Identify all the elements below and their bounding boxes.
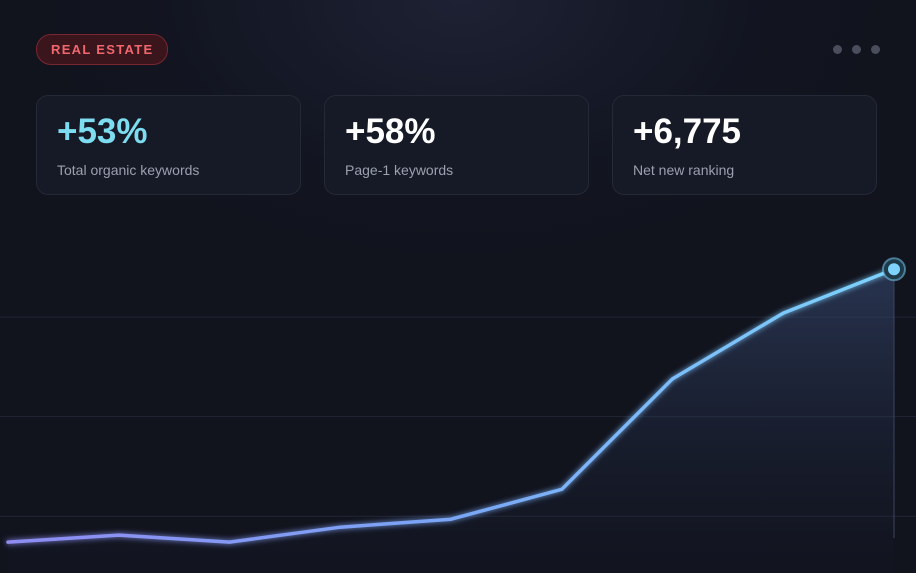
line <box>6 267 896 544</box>
stat-card: +53% Total organic keywords <box>36 95 301 195</box>
stat-label: Page-1 keywords <box>345 162 454 178</box>
stat-label: Total organic keywords <box>57 162 200 178</box>
stat-card: +6,775 Net new ranking <box>612 95 877 195</box>
stat-value: +6,775 <box>633 112 742 151</box>
stat-value: +53% <box>57 112 148 151</box>
end-point <box>888 263 900 276</box>
area <box>8 269 894 573</box>
more-menu[interactable] <box>833 45 880 54</box>
stat-value: +58% <box>345 112 436 151</box>
category-badge: REAL ESTATE <box>36 34 169 65</box>
stat-label: Net new ranking <box>633 162 735 178</box>
stat-card: +58% Page-1 keywords <box>324 95 589 195</box>
